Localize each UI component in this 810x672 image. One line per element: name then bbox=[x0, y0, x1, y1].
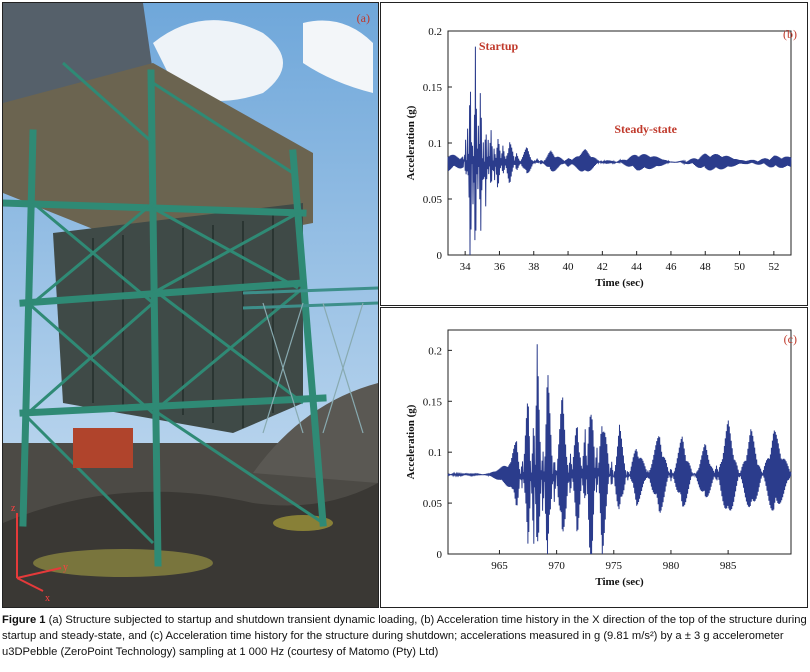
panel-b-label: (b) bbox=[783, 27, 797, 41]
x-tick-label: 34 bbox=[460, 261, 472, 273]
panel-c-label: (c) bbox=[783, 332, 797, 346]
x-tick-label: 36 bbox=[494, 261, 506, 273]
x-axis-label: Time (sec) bbox=[595, 576, 644, 588]
structure-photo: z y x bbox=[3, 3, 378, 607]
acceleration-series-line bbox=[447, 344, 792, 555]
y-tick-label: 0.15 bbox=[423, 396, 443, 408]
x-tick-label: 48 bbox=[700, 261, 712, 273]
y-tick-label: 0.05 bbox=[423, 498, 443, 510]
x-tick-label: 46 bbox=[665, 261, 677, 273]
y-tick-label: 0.2 bbox=[428, 26, 442, 38]
panel-a-label: (a) bbox=[356, 11, 370, 25]
x-tick-label: 985 bbox=[720, 560, 737, 572]
x-tick-label: 970 bbox=[548, 560, 565, 572]
y-tick-label: 0 bbox=[437, 250, 443, 262]
x-tick-label: 980 bbox=[663, 560, 680, 572]
x-tick-label: 965 bbox=[491, 560, 508, 572]
caption-text: (a) Structure subjected to startup and s… bbox=[2, 614, 807, 658]
chart-panel-c: 0 0.05 0.1 0.15 0.2 965 970 975 980 985 Time (sec)… bbox=[380, 307, 808, 608]
acceleration-series-line bbox=[447, 46, 792, 256]
y-tick-label: 0.15 bbox=[423, 82, 443, 94]
startup-chart: 0 0.05 0.1 0.15 0.2 34 36 38 40 42 44 46 48 50 52 Time … bbox=[405, 26, 792, 289]
photo-panel: z y x (a) bbox=[2, 2, 379, 608]
x-tick-label: 42 bbox=[597, 261, 608, 273]
y-tick-label: 0 bbox=[437, 549, 443, 561]
chart-annotation: Startup bbox=[479, 39, 519, 53]
x-tick-label: 44 bbox=[631, 261, 643, 273]
figure-caption: Figure 1 (a) Structure subjected to star… bbox=[2, 612, 808, 660]
y-axis-label: Acceleration (g) bbox=[405, 105, 417, 180]
photo-axis-y: y bbox=[63, 562, 68, 573]
shutdown-chart: 0 0.05 0.1 0.15 0.2 965 970 975 980 985 Time (sec)… bbox=[405, 329, 792, 588]
x-axis-label: Time (sec) bbox=[595, 277, 644, 289]
photo-axis-z: z bbox=[11, 503, 16, 514]
chart-panel-b: 0 0.05 0.1 0.15 0.2 34 36 38 40 42 44 46 48 50 52 Time … bbox=[380, 2, 808, 306]
x-tick-label: 50 bbox=[734, 261, 746, 273]
x-tick-label: 38 bbox=[528, 261, 540, 273]
y-axis-label: Acceleration (g) bbox=[405, 404, 417, 479]
photo-axis-x: x bbox=[45, 593, 50, 604]
chart-annotation: Steady-state bbox=[614, 122, 677, 136]
y-tick-label: 0.05 bbox=[423, 194, 443, 206]
x-tick-label: 975 bbox=[606, 560, 623, 572]
y-tick-label: 0.2 bbox=[428, 345, 442, 357]
plot-frame bbox=[447, 30, 792, 256]
x-tick-label: 40 bbox=[563, 261, 575, 273]
x-tick-label: 52 bbox=[768, 261, 779, 273]
figure-label: Figure 1 bbox=[2, 614, 46, 626]
plot-frame bbox=[447, 329, 792, 555]
y-tick-label: 0.1 bbox=[428, 138, 442, 150]
y-tick-label: 0.1 bbox=[428, 447, 442, 459]
